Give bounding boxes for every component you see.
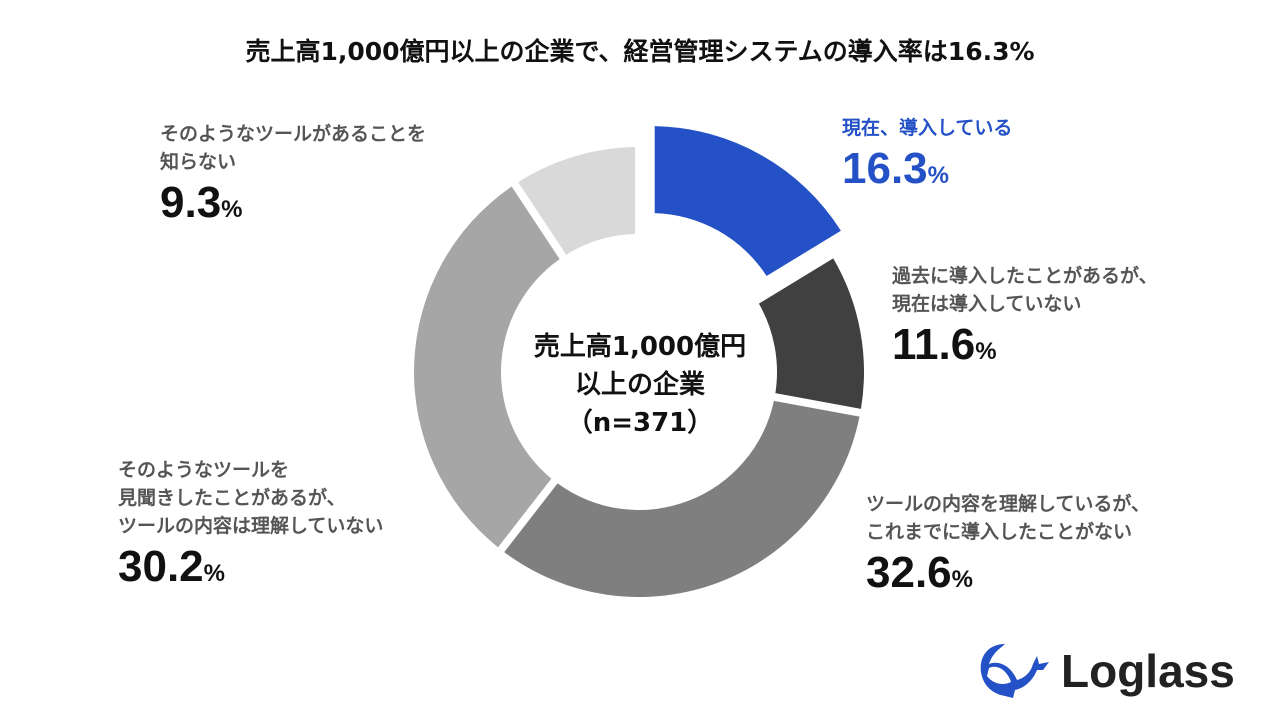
- label-slice-0: 現在、導入している 16.3%: [842, 114, 1012, 203]
- chart-title: 売上高1,000億円以上の企業で、経営管理システムの導入率は16.3%: [245, 37, 1035, 66]
- slice-value: 16.3%: [842, 144, 949, 193]
- donut-slice-1: [758, 258, 864, 409]
- label-slice-1: 過去に導入したことがあるが、 現在は導入していない 11.6%: [892, 262, 1158, 379]
- center-label: 売上高1,000億円 以上の企業 （n=371）: [490, 328, 790, 442]
- label-slice-2: ツールの内容を理解しているが、 これまでに導入したことがない 32.6%: [866, 490, 1150, 607]
- slice-label: 過去に導入したことがあるが、: [892, 265, 1158, 287]
- slice-label: 現在、導入している: [842, 117, 1013, 139]
- whale-icon: [980, 644, 1049, 698]
- center-label-line2: 以上の企業: [574, 370, 705, 400]
- donut-slice-4: [518, 147, 636, 255]
- donut-slice-3: [413, 186, 560, 548]
- slice-value: 30.2%: [118, 542, 225, 591]
- donut-slice-0: [654, 126, 841, 277]
- slice-label: ツールの内容は理解していない: [118, 515, 384, 537]
- label-slice-3: そのようなツールを 見聞きしたことがあるが、 ツールの内容は理解していない 30…: [118, 456, 383, 601]
- slice-value: 11.6%: [892, 320, 997, 369]
- slice-label: 現在は導入していない: [892, 293, 1082, 315]
- slice-label: そのようなツールがあることを: [160, 123, 427, 145]
- slice-label: そのようなツールを: [118, 459, 290, 481]
- center-label-line1: 売上高1,000億円: [533, 332, 747, 362]
- slice-label: 見聞きしたことがあるが、: [118, 487, 346, 509]
- label-slice-4: そのようなツールがあることを 知らない 9.3%: [160, 120, 426, 237]
- slice-label: ツールの内容を理解しているが、: [866, 493, 1151, 515]
- slice-label: 知らない: [160, 151, 237, 173]
- slice-value: 32.6%: [866, 548, 973, 597]
- donut-slice-2: [504, 400, 860, 597]
- loglass-logo: Loglass: [975, 640, 1235, 702]
- slice-label: これまでに導入したことがない: [866, 521, 1133, 543]
- slice-value: 9.3%: [160, 178, 243, 227]
- logo-text: Loglass: [1061, 645, 1235, 697]
- center-label-line3: （n=371）: [566, 408, 714, 438]
